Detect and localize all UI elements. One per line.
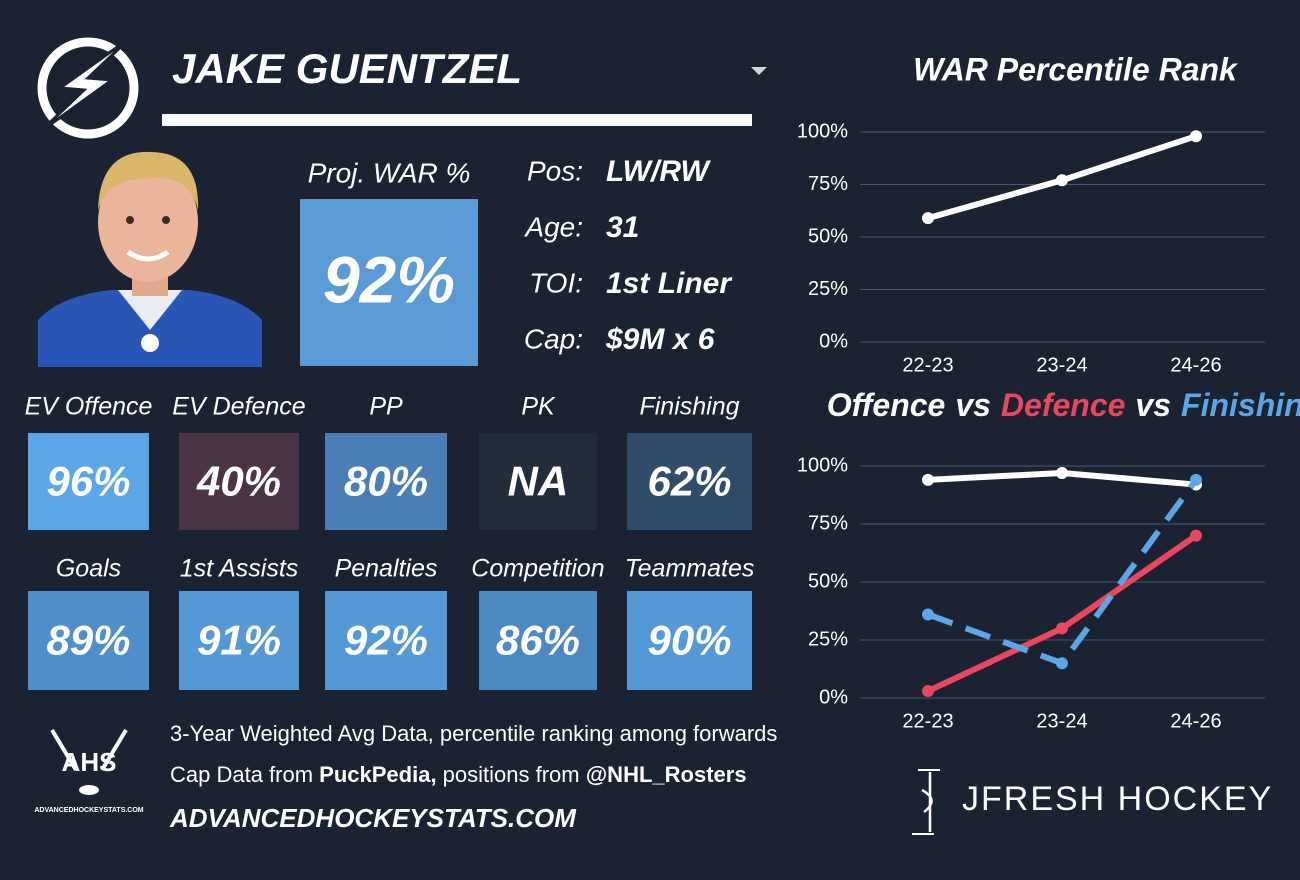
- chart-title: OffencevsDefencevsFinishing: [827, 387, 1300, 423]
- x-tick-label: 22-23: [902, 354, 953, 376]
- tile-label: Finishing: [639, 393, 739, 421]
- info-label: Pos:: [527, 155, 583, 186]
- footer-part: PuckPedia,: [319, 762, 436, 787]
- proj-war-value: 92%: [323, 242, 455, 316]
- x-tick-label: 24-26: [1170, 710, 1221, 732]
- player-name: JAKE GUENTZEL: [172, 45, 522, 92]
- info-value: LW/RW: [606, 155, 711, 188]
- charts: 0% 25% 50% 75% 100% 22-23 23-24 24-26 WAR Percen…: [797, 51, 1300, 732]
- tile-label: EV Defence: [172, 393, 305, 421]
- y-tick-label: 50%: [808, 225, 848, 247]
- point: [1190, 529, 1202, 542]
- y-tick-label: 25%: [808, 278, 848, 300]
- tile-label: 1st Assists: [180, 555, 299, 583]
- team-logo: [37, 36, 139, 139]
- tile-value: 62%: [647, 458, 731, 505]
- footer-part: positions from: [437, 762, 586, 787]
- x-tick-label: 23-24: [1036, 710, 1087, 732]
- y-tick-label: 75%: [808, 173, 848, 195]
- title-joiner: vs: [1135, 387, 1171, 423]
- tile-value: 80%: [344, 458, 428, 505]
- point: [1056, 466, 1068, 479]
- ahs-logo-text: AHS: [62, 747, 117, 777]
- tile: [479, 433, 597, 530]
- info-label: TOI:: [529, 267, 583, 298]
- tile: [28, 591, 149, 690]
- tiles: EV Offence 96% EV Defence 40% PP 80% PK NA Finis…: [25, 393, 755, 690]
- tile-label: Goals: [56, 555, 121, 583]
- y-tick-label: 100%: [797, 454, 848, 476]
- player-photo: [38, 150, 262, 367]
- y-tick-label: 0%: [819, 330, 848, 352]
- tile: [627, 433, 752, 530]
- tile-value: 96%: [46, 458, 130, 505]
- jfresh-logo: [912, 769, 940, 835]
- point: [922, 685, 934, 698]
- y-tick-label: 25%: [808, 628, 848, 650]
- info-list: Pos: LW/RW Age: 31 TOI: 1st Liner Cap: $9M x 6: [523, 155, 733, 356]
- info-value: 1st Liner: [606, 267, 733, 300]
- tile: [627, 591, 752, 690]
- point: [922, 473, 934, 486]
- y-tick-label: 50%: [808, 570, 848, 592]
- legend-entry: Offence: [827, 387, 946, 423]
- tile-value: 92%: [344, 617, 428, 664]
- tile: [179, 433, 299, 530]
- tile-label: EV Offence: [25, 393, 153, 421]
- x-tick-label: 22-23: [902, 710, 953, 732]
- y-tick-label: 75%: [808, 512, 848, 534]
- info-value: $9M x 6: [605, 323, 715, 356]
- point: [1190, 130, 1202, 143]
- tile: [325, 433, 447, 530]
- info-value: 31: [606, 211, 639, 244]
- tile-value: 91%: [197, 617, 281, 664]
- tile-label: Penalties: [335, 555, 438, 583]
- tile-label: PK: [521, 393, 556, 421]
- tile-label: Competition: [471, 555, 604, 583]
- tile-value: 40%: [196, 458, 281, 505]
- tile-value: 89%: [46, 617, 130, 664]
- legend-entry: Defence: [1001, 387, 1126, 423]
- legend-entry: Finishing: [1181, 387, 1300, 423]
- proj-war-tile: [300, 199, 478, 366]
- footer-part: @NHL_Rosters: [586, 762, 747, 787]
- footer-line1: 3-Year Weighted Avg Data, percentile ran…: [170, 721, 777, 746]
- y-tick-label: 0%: [819, 686, 848, 708]
- chart-title: WAR Percentile Rank: [913, 51, 1239, 87]
- point: [922, 212, 934, 225]
- dropdown[interactable]: [751, 67, 767, 75]
- brand: JFRESH HOCKEY: [962, 780, 1273, 818]
- tile-value: NA: [508, 458, 569, 505]
- tile-value: 86%: [496, 617, 580, 664]
- title-joiner: vs: [955, 387, 991, 423]
- name-underline: [162, 114, 752, 126]
- footer-url: ADVANCEDHOCKEYSTATS.COM: [169, 803, 577, 833]
- tile: [179, 591, 299, 690]
- info-label: Age:: [523, 211, 583, 242]
- tile-value: 90%: [647, 617, 731, 664]
- point: [1190, 473, 1202, 486]
- point: [1056, 174, 1068, 187]
- footer-part: Cap Data from: [170, 762, 319, 787]
- point: [1056, 657, 1068, 670]
- x-tick-label: 24-26: [1170, 354, 1221, 376]
- tile: [479, 591, 597, 690]
- point: [922, 608, 934, 621]
- proj-war-label: Proj. WAR %: [308, 157, 471, 188]
- tile-label: Teammates: [625, 555, 755, 583]
- tile: [28, 433, 149, 530]
- ahs-logo-caption: ADVANCEDHOCKEYSTATS.COM: [34, 807, 143, 814]
- footer-line2: Cap Data from PuckPedia, positions from …: [170, 762, 747, 787]
- ahs-logo: AHS ADVANCEDHOCKEYSTATS.COM: [34, 728, 144, 814]
- point: [1056, 622, 1068, 635]
- y-tick-label: 100%: [797, 120, 848, 142]
- tile-label: PP: [369, 393, 403, 421]
- info-label: Cap:: [524, 323, 583, 354]
- tile: [325, 591, 447, 690]
- x-tick-label: 23-24: [1036, 354, 1087, 376]
